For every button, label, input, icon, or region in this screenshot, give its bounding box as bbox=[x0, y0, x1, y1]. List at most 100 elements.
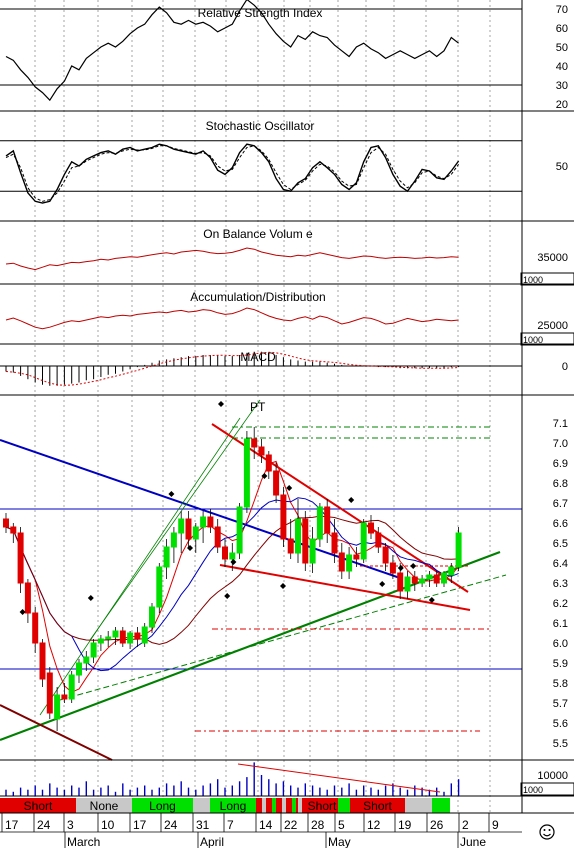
signal-label-3: Long bbox=[220, 799, 247, 813]
obv-scale-label: 1000 bbox=[523, 275, 543, 285]
candle-body bbox=[331, 532, 338, 554]
obv-line bbox=[5, 247, 459, 271]
price-tick-10: 6.1 bbox=[553, 618, 568, 630]
stoch-axis: 50 bbox=[0, 140, 568, 192]
candle-body bbox=[97, 638, 104, 644]
obv-scale-box bbox=[520, 272, 574, 286]
signal-segment-8 bbox=[350, 798, 405, 813]
candle-body bbox=[441, 572, 447, 584]
day-label-5: 24 bbox=[164, 818, 178, 832]
candle-body bbox=[90, 642, 97, 658]
candle-body bbox=[200, 516, 207, 528]
day-label-6: 31 bbox=[196, 818, 210, 832]
candle-body bbox=[397, 572, 404, 592]
smiley-icon bbox=[539, 824, 555, 840]
swing-marker bbox=[261, 473, 268, 479]
signal-segment-9 bbox=[405, 798, 432, 813]
candle-body bbox=[170, 532, 177, 548]
rsi-tick-5: 20 bbox=[556, 99, 568, 111]
price-tick-11: 6.0 bbox=[553, 638, 568, 650]
signal-tick-4 bbox=[298, 798, 302, 813]
month-label-0: March bbox=[67, 835, 100, 848]
ad-plot bbox=[5, 307, 459, 330]
signal-label-1: None bbox=[90, 799, 119, 813]
volume-trendline bbox=[237, 763, 441, 793]
channel-upper bbox=[89, 399, 261, 641]
candle-body bbox=[265, 454, 272, 472]
day-label-11: 5 bbox=[338, 818, 345, 832]
swing-marker bbox=[168, 491, 175, 497]
stoch-title: Stochastic Oscillator bbox=[206, 119, 315, 133]
signal-tick-0 bbox=[262, 798, 266, 813]
signal-segment-10 bbox=[432, 798, 450, 813]
candle-body bbox=[411, 576, 418, 584]
candle-body bbox=[17, 532, 24, 584]
candle-body bbox=[192, 526, 199, 540]
candle-body bbox=[68, 674, 75, 700]
swing-marker bbox=[410, 563, 417, 569]
volume-scale-label: 1000 bbox=[523, 785, 543, 795]
signal-band: Short None Long Long Short Short bbox=[0, 798, 450, 813]
rsi-tick-1: 60 bbox=[556, 23, 568, 35]
price-tick-16: 5.5 bbox=[553, 738, 568, 750]
month-label-2: May bbox=[328, 835, 351, 848]
macd-tick-0: 0 bbox=[562, 361, 568, 373]
old-downtrend bbox=[0, 704, 113, 761]
swing-marker bbox=[224, 593, 231, 599]
candle-body bbox=[134, 632, 141, 640]
price-tick-5: 6.6 bbox=[553, 518, 568, 530]
macd-plot bbox=[5, 351, 460, 386]
signal-segment-2 bbox=[132, 798, 193, 813]
price-tick-3: 6.8 bbox=[553, 478, 568, 490]
candle-body bbox=[214, 526, 221, 548]
price-tick-9: 6.2 bbox=[553, 598, 568, 610]
day-label-7: 7 bbox=[227, 818, 234, 832]
candle-body bbox=[32, 612, 39, 644]
candle-body bbox=[346, 554, 353, 572]
wedge-lower bbox=[219, 564, 471, 611]
candle-body bbox=[368, 522, 374, 534]
day-label-1: 24 bbox=[37, 818, 51, 832]
swing-marker bbox=[230, 559, 237, 565]
candle-body bbox=[316, 506, 323, 540]
candle-body bbox=[448, 566, 455, 576]
obv-plot bbox=[5, 247, 459, 271]
obv-tick-0: 35000 bbox=[537, 252, 568, 264]
candle-body bbox=[141, 626, 148, 644]
day-label-2: 3 bbox=[67, 818, 74, 832]
candle-body bbox=[178, 518, 185, 534]
ad-tick-0: 25000 bbox=[537, 320, 568, 332]
swing-marker bbox=[280, 583, 286, 589]
ad-title: Accumulation/Distribution bbox=[190, 290, 325, 304]
price-tick-1: 7.0 bbox=[553, 438, 568, 450]
price-panel: 7.1 7.0 6.9 6.8 6.7 6.6 6.5 6.4 6.3 6.2 6.1 6.0 5.9 5… bbox=[0, 399, 568, 761]
day-label-0: 17 bbox=[5, 818, 19, 832]
price-tick-14: 5.7 bbox=[553, 698, 568, 710]
day-label-3: 10 bbox=[101, 818, 115, 832]
rsi-plot bbox=[5, 0, 459, 102]
signal-segment-6 bbox=[306, 798, 338, 813]
price-tick-7: 6.4 bbox=[553, 558, 568, 570]
ad-scale-box bbox=[520, 332, 574, 346]
candle-body bbox=[251, 438, 258, 448]
rsi-line bbox=[5, 0, 459, 102]
uptrend-parallel bbox=[59, 574, 507, 701]
price-tick-8: 6.3 bbox=[553, 578, 568, 590]
day-label-14: 26 bbox=[430, 818, 444, 832]
rsi-title: Relative Strength Index bbox=[198, 6, 323, 20]
day-label-13: 19 bbox=[398, 818, 412, 832]
swing-marker bbox=[286, 485, 293, 491]
ad-panel: Accumulation/Distribution 25000 1000 bbox=[5, 290, 574, 346]
candle-body bbox=[419, 578, 426, 584]
candle-body bbox=[54, 694, 61, 720]
candle-body bbox=[185, 518, 192, 540]
candle-body bbox=[236, 506, 243, 554]
candle-body bbox=[46, 672, 53, 714]
candle-body bbox=[149, 606, 155, 628]
price-tick-6: 6.5 bbox=[553, 538, 568, 550]
x-axis: 17 24 3 10 17 24 31 7 14 22 28 5 12 19 26 2 9 March April M… bbox=[0, 813, 522, 848]
ad-line bbox=[5, 307, 459, 330]
candle-body bbox=[360, 522, 367, 560]
stoch-d-line bbox=[5, 145, 460, 202]
